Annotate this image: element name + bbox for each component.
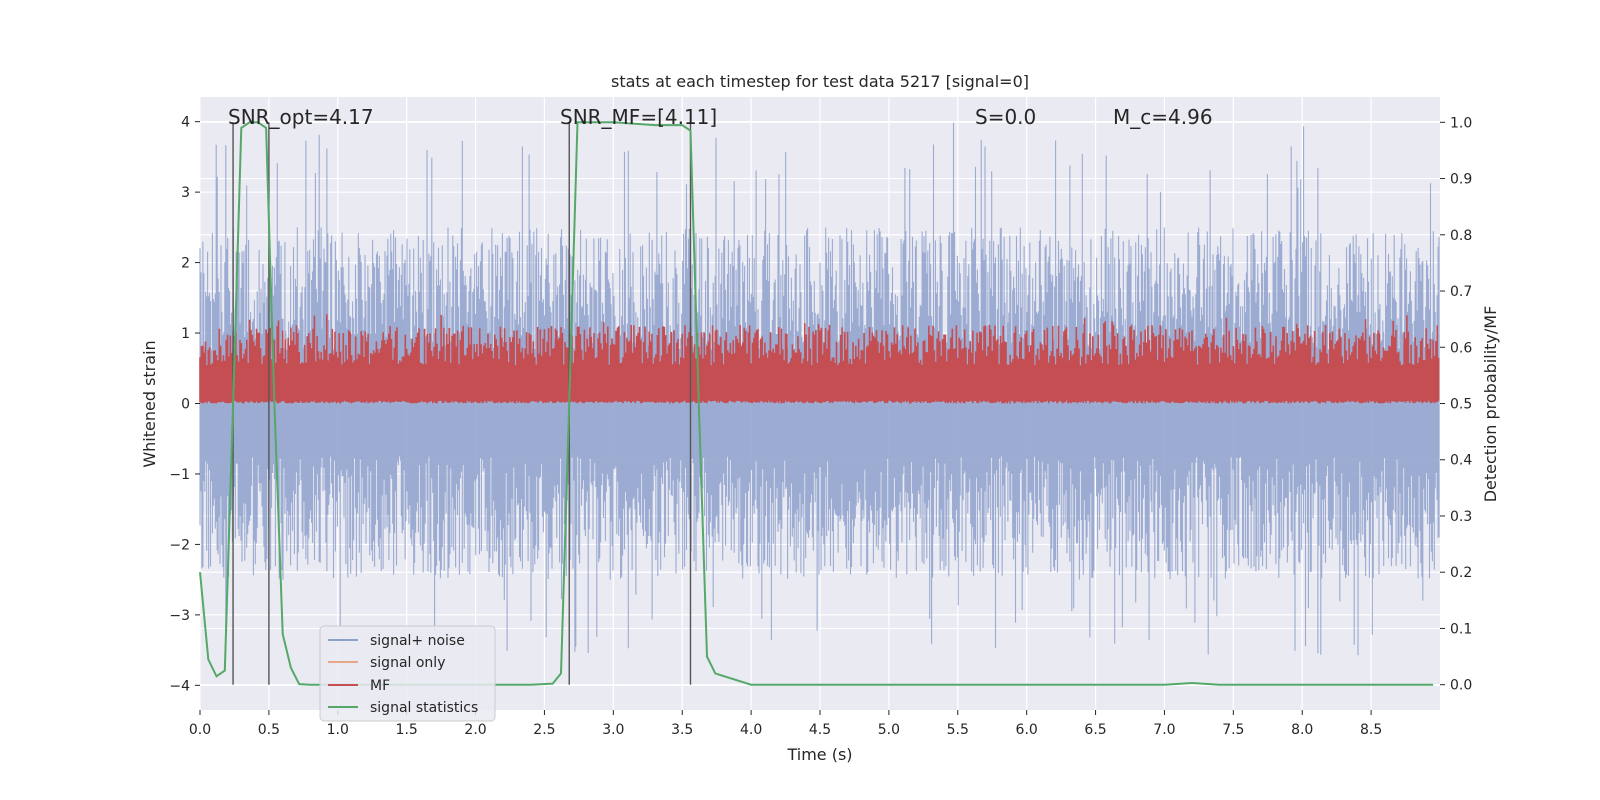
y2-tick-label-6: 0.4 (1450, 453, 1472, 469)
y2-tick-label-2: 0.8 (1450, 228, 1472, 244)
y-tick-label-0: 4 (181, 115, 190, 131)
legend-label-signal-statistics: signal statistics (370, 700, 478, 716)
x-axis-label: Time (s) (786, 745, 852, 764)
x-tick-label-16: 8.0 (1291, 722, 1313, 738)
x-tick-label-3: 1.5 (396, 722, 418, 738)
signal-statistics-series (199, 121, 1434, 686)
x-tick-label-11: 5.5 (947, 722, 969, 738)
y2-tick-label-5: 0.5 (1450, 397, 1472, 413)
y-tick-label-8: −4 (169, 678, 190, 694)
y-tick-label-3: 1 (181, 326, 190, 342)
mf-line (199, 314, 1440, 404)
x-tick-label-17: 8.5 (1360, 722, 1382, 738)
annotation-s: S=0.0 (975, 105, 1036, 129)
x-tick-label-4: 2.0 (464, 722, 486, 738)
chart-title: stats at each timestep for test data 521… (611, 72, 1029, 91)
annotation-mc: M_c=4.96 (1113, 105, 1213, 129)
y2-axis-label: Detection probability/MF (1481, 306, 1500, 503)
legend-label-mf: MF (370, 678, 390, 694)
x-tick-label-10: 5.0 (878, 722, 900, 738)
y-tick-label-1: 3 (181, 185, 190, 201)
x-tick-label-5: 2.5 (533, 722, 555, 738)
y2-tick-label-7: 0.3 (1450, 509, 1472, 525)
y-tick-label-4: 0 (181, 397, 190, 413)
signal-statistics-line (199, 121, 1434, 686)
x-tick-label-9: 4.5 (809, 722, 831, 738)
y-tick-label-7: −3 (169, 608, 190, 624)
y2-axis-ticks: 1.0 0.9 0.8 0.7 0.6 0.5 0.4 0.3 0.2 0.1 0.0 (1440, 115, 1472, 694)
annotation-snr-opt: SNR_opt=4.17 (228, 105, 374, 129)
x-tick-label-0: 0.0 (189, 722, 211, 738)
annotation-snr-mf: SNR_MF=[4.11] (560, 105, 717, 129)
legend-box (319, 625, 496, 722)
y-tick-label-6: −2 (169, 537, 190, 553)
y2-tick-label-4: 0.6 (1450, 340, 1472, 356)
x-tick-label-8: 4.0 (740, 722, 762, 738)
y-tick-label-2: 2 (181, 256, 190, 272)
y2-tick-label-9: 0.1 (1450, 621, 1472, 637)
x-axis-ticks: 0.0 0.5 1.0 1.5 2.0 2.5 3.0 3.5 4.0 4.5 5.0 5.5 6.0 6… (189, 710, 1382, 738)
mf-series (199, 314, 1440, 404)
y-axis-label: Whitened strain (140, 340, 159, 467)
y-axis-ticks: 4 3 2 1 0 −1 −2 −3 −4 (169, 115, 200, 694)
y2-tick-label-10: 0.0 (1450, 678, 1472, 694)
x-tick-label-13: 6.5 (1084, 722, 1106, 738)
x-tick-label-12: 6.0 (1016, 722, 1038, 738)
x-tick-label-7: 3.5 (671, 722, 693, 738)
legend-label-signal-only: signal only (370, 655, 445, 671)
x-tick-label-2: 1.0 (327, 722, 349, 738)
legend: signal+ noise signal only MF signal stat… (319, 625, 496, 722)
x-tick-label-14: 7.0 (1153, 722, 1175, 738)
y-tick-label-5: −1 (169, 467, 190, 483)
x-tick-label-15: 7.5 (1222, 722, 1244, 738)
x-tick-label-6: 3.0 (602, 722, 624, 738)
y2-tick-label-1: 0.9 (1450, 172, 1472, 188)
legend-label-signal-noise: signal+ noise (370, 633, 465, 649)
y2-tick-label-0: 1.0 (1450, 115, 1472, 131)
y2-tick-label-8: 0.2 (1450, 565, 1472, 581)
y2-tick-label-3: 0.7 (1450, 284, 1472, 300)
x-tick-label-1: 0.5 (258, 722, 280, 738)
